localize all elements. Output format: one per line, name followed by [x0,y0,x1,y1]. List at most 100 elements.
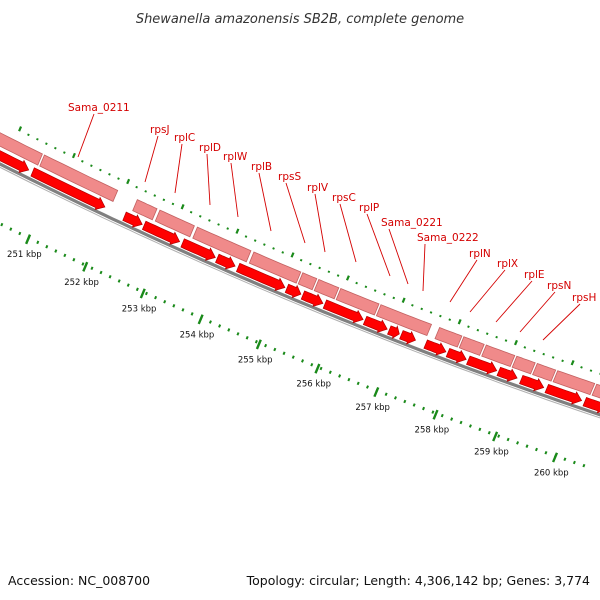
feature-segment [248,251,302,284]
feature-segment [532,362,557,382]
inner-tick [411,303,414,307]
inner-tick [467,325,470,329]
feature-segment [297,272,318,291]
outer-tick [338,374,342,378]
feature-segment [0,132,43,166]
outer-tick [487,431,491,435]
outer-tick [54,249,58,253]
inner-tick [189,210,193,214]
inner-tick [63,151,66,154]
label-leader [174,143,183,194]
outer-tick [126,283,130,287]
outer-tick [347,377,351,382]
inner-tick [532,349,536,353]
inner-tick [542,352,546,356]
gene-layer [0,150,600,414]
label-leader [469,269,506,313]
outer-tick [534,447,538,452]
inner-tick [457,319,462,325]
inner-tick [345,275,350,281]
backbone-shadow [0,166,600,419]
gene-arrow [300,290,324,307]
gene-arrow [445,348,467,364]
label-leader [285,182,306,244]
scale-label: 251 kbp [7,250,42,260]
gene-label: rplB [251,161,272,173]
inner-tick [235,228,240,234]
major-tick [492,431,499,442]
gene-label: rplN [469,248,491,260]
label-leader [422,243,426,292]
inner-tick [244,235,248,238]
outer-tick [45,244,49,249]
inner-tick [208,219,211,222]
outer-tick [236,332,240,336]
inner-tick [71,152,76,159]
label-leader [388,228,409,285]
inner-tick [561,359,564,363]
gene-arrow [519,374,545,392]
outer-tick [497,434,501,438]
outer-tick [506,437,510,442]
gene-arrow [466,355,498,375]
gene-arrow [362,315,388,333]
inner-tick [290,252,295,258]
outer-tick [356,381,360,386]
inner-tick [198,215,202,218]
major-tick [552,452,559,463]
inner-tick [336,274,340,277]
outer-tick [291,355,295,359]
accession-text: Accession: NC_008700 [8,573,151,588]
inner-tick [263,243,266,246]
gene-arrow [496,366,518,382]
gene-arrow [0,150,30,174]
scale-label: 252 kbp [64,278,99,288]
inner-tick [318,266,321,270]
inner-tick [217,223,220,226]
inner-tick [135,185,138,189]
feature-segment [375,304,433,337]
feature-layer [0,132,600,399]
outer-tick [412,403,416,407]
feature-segment [458,336,485,356]
feature-segment [434,326,463,348]
label-leader [206,153,211,206]
inner-tick [551,356,555,359]
inner-tick [226,227,229,230]
gene-arrow [215,253,236,270]
inner-tick [514,339,518,346]
inner-tick [327,270,331,274]
topology-text: Topology: circular; Length: 4,306,142 bp… [246,573,590,588]
feature-segment [132,199,158,221]
inner-tick [54,146,57,150]
inner-tick [485,332,489,335]
scale-label: 255 kbp [238,355,273,365]
major-tick [197,314,204,325]
outer-tick [572,460,576,465]
inner-tick [126,178,131,185]
scale-label: 253 kbp [122,304,157,314]
outer-tick [154,295,158,300]
gene-label: rplX [497,258,518,270]
outer-tick [365,385,369,389]
feature-segment [481,344,516,368]
outer-tick [72,257,76,262]
inner-tick [309,262,312,266]
scale-label: 254 kbp [180,330,215,340]
inner-tick [144,190,147,193]
outer-tick [431,410,435,414]
gene-label: rpsH [572,292,596,304]
outer-tick [544,450,548,455]
inner-tick [299,258,303,262]
gene-arrow [30,167,106,211]
outer-tick [218,324,222,328]
label-leader [258,172,272,232]
outer-tick [384,392,388,397]
inner-tick [108,173,111,176]
gene-arrow [399,330,416,345]
inner-tick [81,160,84,163]
gene-label: rpsS [278,171,301,183]
outer-tick [393,396,397,400]
inner-tick [383,292,386,296]
